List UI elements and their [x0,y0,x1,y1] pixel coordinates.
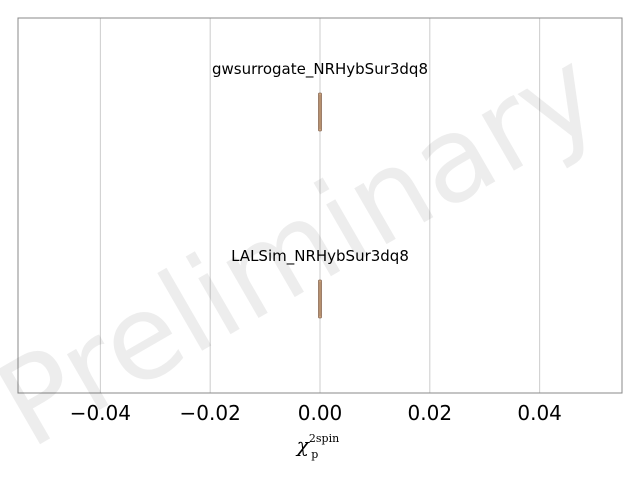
x-axis-label: χ2spin p [295,432,339,461]
x-axis-label-superscript: 2spin [309,432,339,445]
plot-frame [17,17,623,394]
x-axis-label-subscript: p [311,448,318,461]
grid-lines [99,18,541,393]
series-label: gwsurrogate_NRHybSur3dq8 [212,60,428,79]
violin-group: gwsurrogate_NRHybSur3dq8 LALSim_NRHybSur3… [212,60,428,319]
x-tick-label: 0.02 [408,401,453,425]
x-tick-label: −0.02 [180,401,241,425]
x-tick-label: −0.04 [70,401,131,425]
x-tick-label: 0.04 [517,401,562,425]
series-label: LALSim_NRHybSur3dq8 [231,247,409,266]
x-tick-label: 0.00 [298,401,343,425]
x-axis-label-base: χ [295,433,311,457]
x-tick-labels: −0.04 −0.02 0.00 0.02 0.04 [70,401,562,425]
